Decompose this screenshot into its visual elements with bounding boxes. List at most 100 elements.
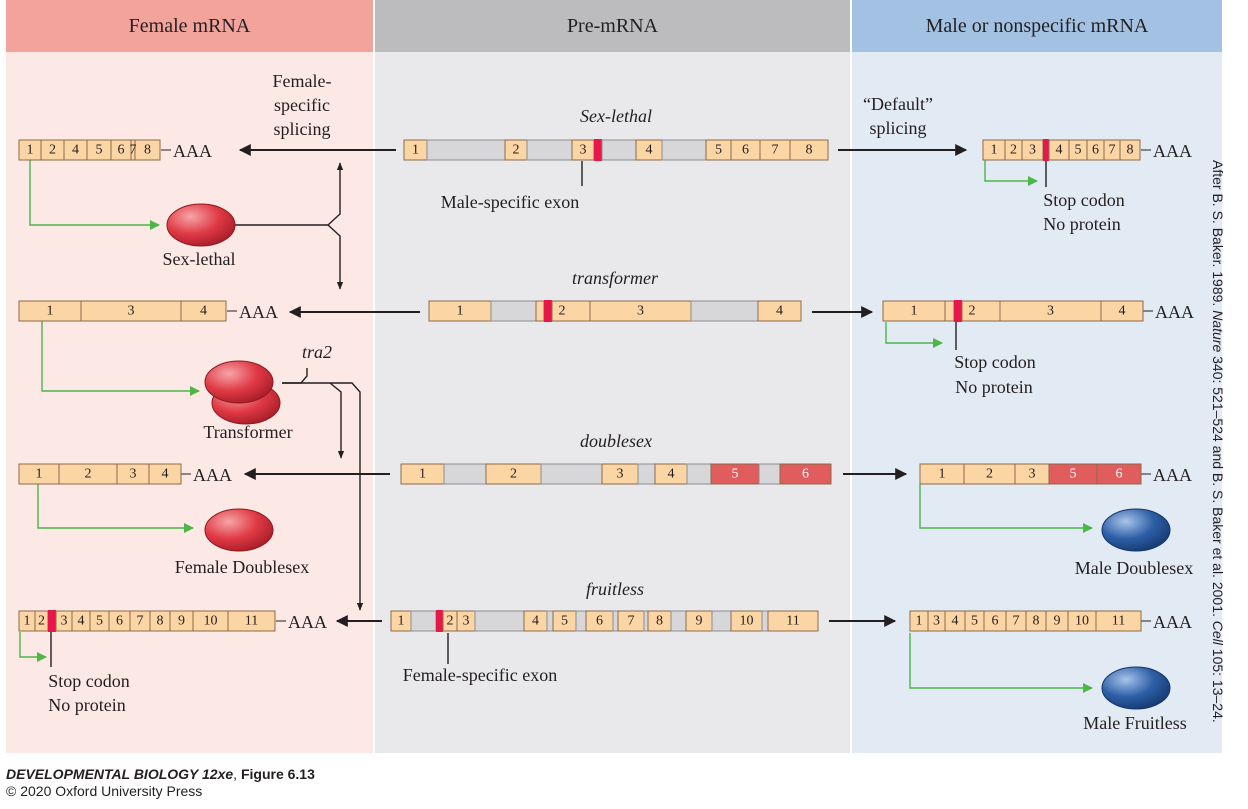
exon-label: 3 [1029, 467, 1036, 482]
no-protein-label: No protein [1043, 214, 1120, 234]
exon-label: 6 [1092, 143, 1099, 158]
intron [490, 300, 537, 322]
intron [410, 610, 437, 632]
exon-label: 7 [137, 614, 144, 629]
exon-label: 6 [118, 143, 125, 158]
male-specific-exon-label: Male-specific exon [441, 192, 579, 212]
exon-label: 9 [1054, 614, 1061, 629]
exon-label: 6 [1116, 467, 1123, 482]
translation-arrow [19, 632, 47, 662]
exon-label: 8 [1127, 143, 1134, 158]
exon-label: 2 [986, 467, 993, 482]
exon-label: 2 [49, 143, 56, 158]
exon-label: 1 [991, 143, 998, 158]
exon-label: 11 [1112, 614, 1125, 629]
polya-tail: AAA [1153, 141, 1192, 161]
exon- [944, 300, 955, 322]
sex-lethal-protein-label: Sex-lethal [163, 249, 236, 269]
female-specific-splicing-label: splicing [274, 119, 331, 139]
figure-number: Figure 6.13 [240, 766, 315, 782]
translation-arrow [29, 160, 160, 230]
male-mrna-header: Male or nonspecific mRNA [852, 0, 1222, 52]
stop-codon-label: Stop codon [954, 352, 1036, 372]
stop-codon-mark [594, 139, 602, 161]
exon-label: 4 [78, 614, 85, 629]
exon-label: 4 [162, 467, 169, 482]
exon-label: 10 [204, 614, 218, 629]
male-doublesex-label: Male Doublesex [1075, 558, 1193, 578]
exon-label: 9 [178, 614, 185, 629]
exon-label: 11 [786, 614, 799, 629]
exon-label: 4 [646, 143, 653, 158]
transformer-protein-upper [204, 360, 274, 404]
exon-label: 1 [36, 467, 43, 482]
exon-label: 7 [1013, 614, 1020, 629]
exon-label: 3 [130, 467, 137, 482]
intron [474, 610, 525, 632]
exon-label: 4 [668, 467, 675, 482]
stop-codon-mark [48, 610, 56, 632]
exon-11 [1095, 610, 1142, 632]
intron [526, 139, 573, 161]
intron [637, 463, 656, 485]
gene-name-fruitless: fruitless [586, 579, 644, 599]
exon-label: 1 [398, 614, 405, 629]
exon-label: 7 [1109, 143, 1116, 158]
exon-label: 4 [200, 304, 207, 319]
stop-codon-mark [436, 610, 443, 632]
book-title: DEVELOPMENTAL BIOLOGY 12xe [6, 766, 234, 782]
polya-tail: AAA [1155, 302, 1194, 322]
exon-label: 1 [412, 143, 419, 158]
exon-label: 6 [596, 614, 603, 629]
exon-label: 1 [27, 143, 34, 158]
gene-name-doublesex: doublesex [580, 431, 652, 451]
exon-label: 1 [419, 467, 426, 482]
exon-label: 4 [1119, 304, 1126, 319]
exon-label: 10 [740, 614, 754, 629]
exon-label: 2 [1010, 143, 1017, 158]
intron [426, 139, 506, 161]
exon-8 [789, 139, 829, 161]
exon-label: 1 [47, 304, 54, 319]
exon-label: 1 [911, 304, 918, 319]
exon-label: 3 [933, 614, 940, 629]
exon-4 [757, 300, 802, 322]
exon-label: 8 [806, 143, 813, 158]
exon- [535, 300, 545, 322]
exon-label: 2 [510, 467, 517, 482]
intron [758, 463, 781, 485]
exon-label: 4 [776, 304, 783, 319]
tra2-bracket [282, 368, 308, 384]
intron [601, 139, 637, 161]
pre-mrna-header: Pre-mRNA [375, 0, 850, 52]
regulation-line [329, 382, 345, 459]
polya-tail: AAA [1153, 465, 1192, 485]
exon-label: 1 [457, 304, 464, 319]
exon-label: 5 [971, 614, 978, 629]
exon-label: 3 [128, 304, 135, 319]
exon-4 [1100, 300, 1144, 322]
exon-label: 2 [85, 467, 92, 482]
exon-label: 1 [24, 614, 31, 629]
regulation-line [235, 224, 344, 290]
exon-label: 2 [559, 304, 566, 319]
exon-8 [1119, 139, 1141, 161]
translation-arrow [909, 633, 1093, 693]
intron [540, 463, 603, 485]
exon-label: 3 [1029, 143, 1036, 158]
stop-codon-mark [954, 300, 962, 322]
gene-name-transformer: transformer [572, 268, 659, 288]
intron [686, 463, 712, 485]
tra2-label: tra2 [302, 342, 332, 362]
intron [612, 610, 619, 632]
no-protein-label: No protein [48, 695, 125, 715]
female-doublesex-protein [204, 508, 274, 552]
polya-tail: AAA [239, 302, 278, 322]
exon-label: 3 [1047, 304, 1054, 319]
polya-tail: AAA [193, 465, 232, 485]
exon-label: 6 [116, 614, 123, 629]
exon-4 [148, 463, 182, 485]
exon-label: 7 [772, 143, 779, 158]
exon-label: 9 [696, 614, 703, 629]
